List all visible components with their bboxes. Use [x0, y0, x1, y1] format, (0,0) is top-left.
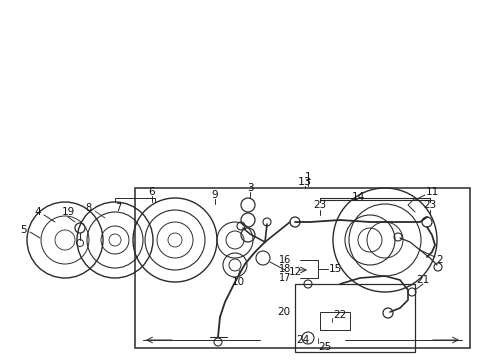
Text: 5: 5 — [20, 225, 26, 235]
Text: 7: 7 — [115, 203, 121, 213]
Text: 24: 24 — [296, 335, 310, 345]
Text: 20: 20 — [277, 307, 290, 317]
Text: 3: 3 — [246, 183, 253, 193]
Text: 19: 19 — [61, 207, 74, 217]
Text: 21: 21 — [416, 275, 430, 285]
Text: 11: 11 — [425, 187, 439, 197]
Text: 22: 22 — [333, 310, 346, 320]
Text: 2: 2 — [437, 255, 443, 265]
Text: 17: 17 — [279, 273, 291, 283]
Text: 13: 13 — [298, 177, 312, 187]
Text: 6: 6 — [148, 187, 155, 197]
Text: 4: 4 — [35, 207, 41, 217]
Text: 16: 16 — [279, 255, 291, 265]
Text: 9: 9 — [212, 190, 219, 200]
Text: 18: 18 — [279, 264, 291, 274]
Text: 25: 25 — [318, 342, 331, 352]
Text: 12: 12 — [289, 267, 302, 277]
Bar — [295, 284, 415, 352]
Text: 23: 23 — [314, 200, 327, 210]
Text: 15: 15 — [328, 264, 342, 274]
Text: 14: 14 — [351, 192, 365, 202]
Text: 10: 10 — [231, 277, 245, 287]
Text: 23: 23 — [423, 200, 437, 210]
Bar — [320, 312, 350, 330]
Text: 8: 8 — [85, 203, 91, 213]
Text: 1: 1 — [305, 172, 311, 182]
Bar — [135, 188, 470, 348]
